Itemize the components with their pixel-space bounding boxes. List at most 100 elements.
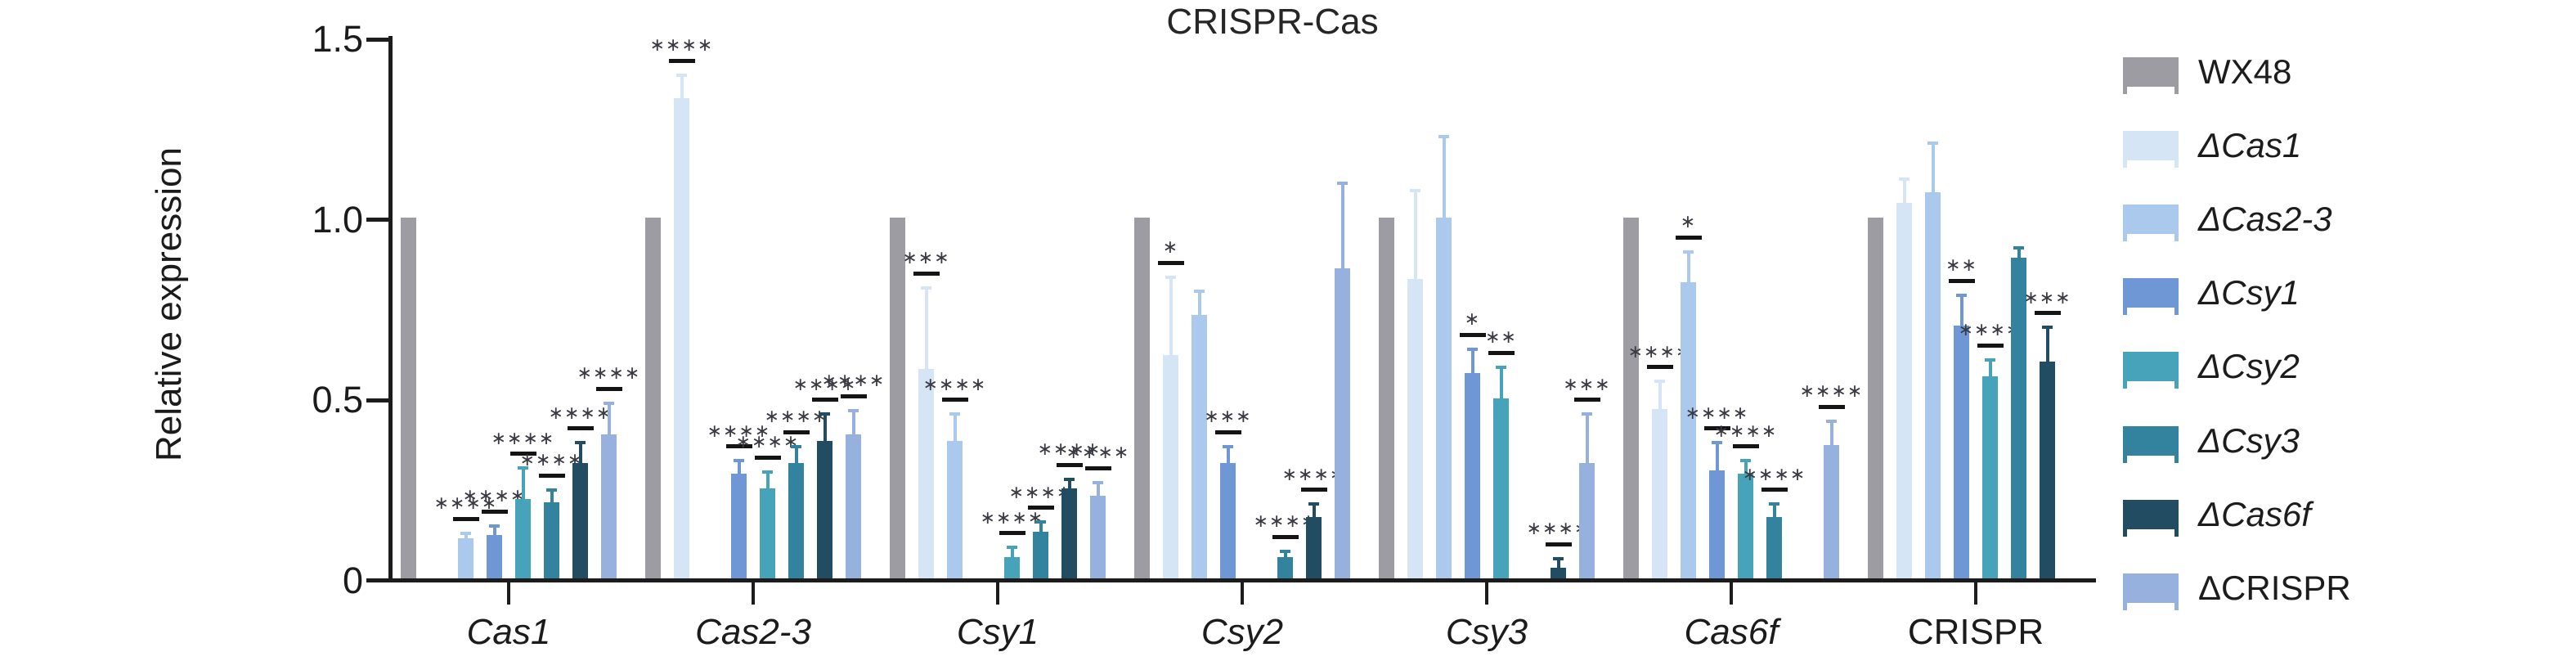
x-tick xyxy=(1974,582,1977,605)
significance-asterisks: ∗ xyxy=(1464,309,1481,330)
significance-asterisks: ∗∗∗∗ xyxy=(1627,341,1692,362)
significance-line xyxy=(941,398,968,402)
significance-line xyxy=(1703,426,1730,431)
legend-swatch xyxy=(2123,278,2179,316)
y-tick-label: 0 xyxy=(342,559,363,601)
category-label-csy2: Csy2 xyxy=(1200,612,1284,652)
legend-swatch-foot xyxy=(2174,455,2179,463)
error-bar xyxy=(1096,480,1100,497)
error-cap xyxy=(734,459,744,463)
bar--cas1-cas6f xyxy=(1652,408,1667,578)
bar--csy1-cas2-3 xyxy=(731,474,747,578)
significance-asterisks: ∗∗∗∗ xyxy=(764,407,828,428)
bar--crispr-cas6f xyxy=(1824,444,1839,578)
error-cap xyxy=(819,412,830,416)
error-cap xyxy=(921,286,931,290)
legend-swatch-foot xyxy=(2174,87,2179,94)
significance-line xyxy=(595,386,622,391)
error-cap xyxy=(848,408,859,412)
y-tick xyxy=(366,218,388,222)
error-cap xyxy=(1985,357,1995,362)
legend-swatch-foot xyxy=(2123,308,2127,316)
significance-asterisks: ∗∗ xyxy=(1945,255,1977,277)
error-bar xyxy=(737,459,741,476)
x-axis-line xyxy=(369,578,2096,582)
error-cap xyxy=(1093,480,1103,484)
bar--cas6f-csy1 xyxy=(1061,488,1077,578)
error-cap xyxy=(791,444,801,448)
error-bar xyxy=(851,408,855,436)
legend-swatch xyxy=(2123,131,2179,169)
error-cap xyxy=(1280,549,1290,553)
error-cap xyxy=(604,401,614,405)
significance-line xyxy=(840,393,867,398)
significance-line xyxy=(452,516,479,521)
legend-swatch xyxy=(2123,499,2179,537)
bar--csy3-csy1 xyxy=(1033,531,1048,578)
error-cap xyxy=(1308,502,1319,506)
bar--cas2-3-csy2 xyxy=(1192,315,1207,578)
bar--cas2-3-csy1 xyxy=(947,441,963,578)
significance-asterisks: ∗∗∗∗ xyxy=(1526,519,1591,540)
legend-label: ΔCas2-3 xyxy=(2198,200,2332,239)
error-bar xyxy=(464,531,468,541)
legend-swatch xyxy=(2123,57,2179,94)
significance-line xyxy=(668,58,695,63)
error-cap xyxy=(949,412,960,416)
significance-line xyxy=(1056,462,1083,467)
error-cap xyxy=(1582,412,1592,416)
legend-swatch-foot xyxy=(2174,308,2179,316)
significance-asterisks: ∗∗∗∗ xyxy=(792,374,857,395)
bar--cas6f-cas2-3 xyxy=(817,441,832,578)
legend-swatch-foot xyxy=(2174,381,2179,389)
significance-asterisks: ∗∗∗∗ xyxy=(519,450,584,471)
significance-asterisks: ∗∗∗∗ xyxy=(577,363,641,384)
bar--cas2-3-csy3 xyxy=(1436,218,1452,578)
bar--cas6f-csy2 xyxy=(1306,517,1322,578)
bar--csy2-crispr xyxy=(1982,376,1998,578)
error-bar xyxy=(1772,502,1776,519)
error-cap xyxy=(1956,293,1967,297)
category-label-csy1: Csy1 xyxy=(956,612,1039,652)
legend-swatch-foot xyxy=(2123,381,2127,389)
error-bar xyxy=(1442,134,1446,219)
error-bar xyxy=(1931,142,1935,195)
bar--cas6f-csy3 xyxy=(1551,567,1566,578)
error-bar xyxy=(1413,188,1417,281)
error-cap xyxy=(1769,502,1779,506)
error-bar xyxy=(1902,178,1906,205)
bar--cas6f-crispr xyxy=(2040,362,2055,578)
error-bar xyxy=(1039,520,1043,533)
significance-asterisks: ∗ xyxy=(1680,212,1697,233)
bar--csy2-cas6f xyxy=(1738,474,1753,578)
y-axis-title: Relative expression xyxy=(149,147,189,461)
significance-asterisks: ∗∗∗∗ xyxy=(1685,402,1749,424)
significance-asterisks: ∗∗∗∗ xyxy=(548,402,613,424)
error-bar xyxy=(1585,412,1589,465)
error-cap xyxy=(1467,347,1478,351)
significance-line xyxy=(811,398,838,402)
error-cap xyxy=(1740,459,1751,463)
legend-label: ΔCRISPR xyxy=(2198,568,2351,607)
significance-line xyxy=(1459,332,1486,337)
significance-asterisks: ∗∗∗∗ xyxy=(1281,464,1346,485)
error-bar xyxy=(1312,502,1316,519)
error-bar xyxy=(2017,246,2021,259)
significance-line xyxy=(1027,506,1054,510)
significance-line xyxy=(1948,278,1975,283)
significance-asterisks: ∗∗∗∗ xyxy=(1008,482,1073,503)
category-label-cas6f: Cas6f xyxy=(1684,612,1779,652)
error-bar xyxy=(1340,181,1344,270)
legend-swatch-foot xyxy=(2123,160,2127,169)
significance-line xyxy=(1818,404,1845,409)
bar--csy1-crispr xyxy=(1954,326,1969,578)
significance-asterisks: ∗∗∗∗ xyxy=(1066,443,1130,464)
bar--cas2-3-crispr xyxy=(1925,192,1941,578)
x-tick xyxy=(996,582,999,605)
error-cap xyxy=(1007,546,1017,550)
error-bar xyxy=(1197,290,1201,317)
bar--csy2-cas2-3 xyxy=(760,488,775,578)
bar-wx48-crispr xyxy=(1868,218,1883,578)
error-cap xyxy=(1064,477,1075,481)
error-bar xyxy=(2045,326,2049,364)
